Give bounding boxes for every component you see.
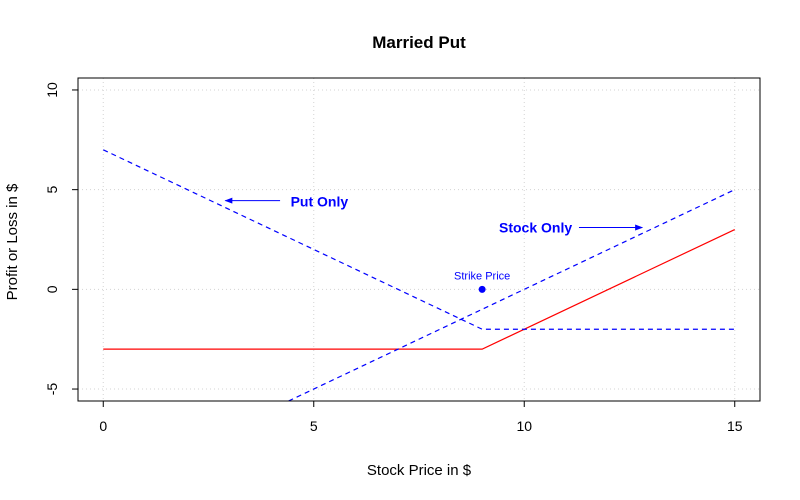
y-tick-label: -5 (44, 383, 60, 396)
y-tick-label: 5 (44, 186, 60, 194)
grid (78, 78, 760, 401)
chart-title: Married Put (372, 33, 466, 52)
x-tick-label: 15 (727, 418, 743, 434)
y-tick-label: 10 (44, 82, 60, 98)
y-tick-label: 0 (44, 285, 60, 293)
series-line-stock-only (288, 189, 735, 401)
series-line-put-only (103, 149, 735, 330)
x-tick-label: 0 (99, 418, 107, 434)
annotations: Put Only Stock Only Strike Price (224, 194, 644, 293)
x-axis-label: Stock Price in $ (367, 462, 472, 479)
annotation-label-put-only: Put Only (291, 194, 349, 210)
plot-frame (77, 77, 761, 402)
x-axis-ticks: 0 5 10 15 (99, 401, 743, 434)
strike-price-point (478, 285, 486, 293)
x-tick-label: 5 (310, 418, 318, 434)
y-axis-label: Profit or Loss in $ (4, 183, 21, 300)
x-tick-label: 10 (516, 418, 532, 434)
series-line-married-put (103, 228, 735, 350)
annotation-label-stock-only: Stock Only (499, 220, 572, 236)
strike-price-label: Strike Price (454, 270, 510, 282)
y-axis-ticks: -5 0 5 10 (44, 82, 78, 395)
series (103, 149, 735, 401)
